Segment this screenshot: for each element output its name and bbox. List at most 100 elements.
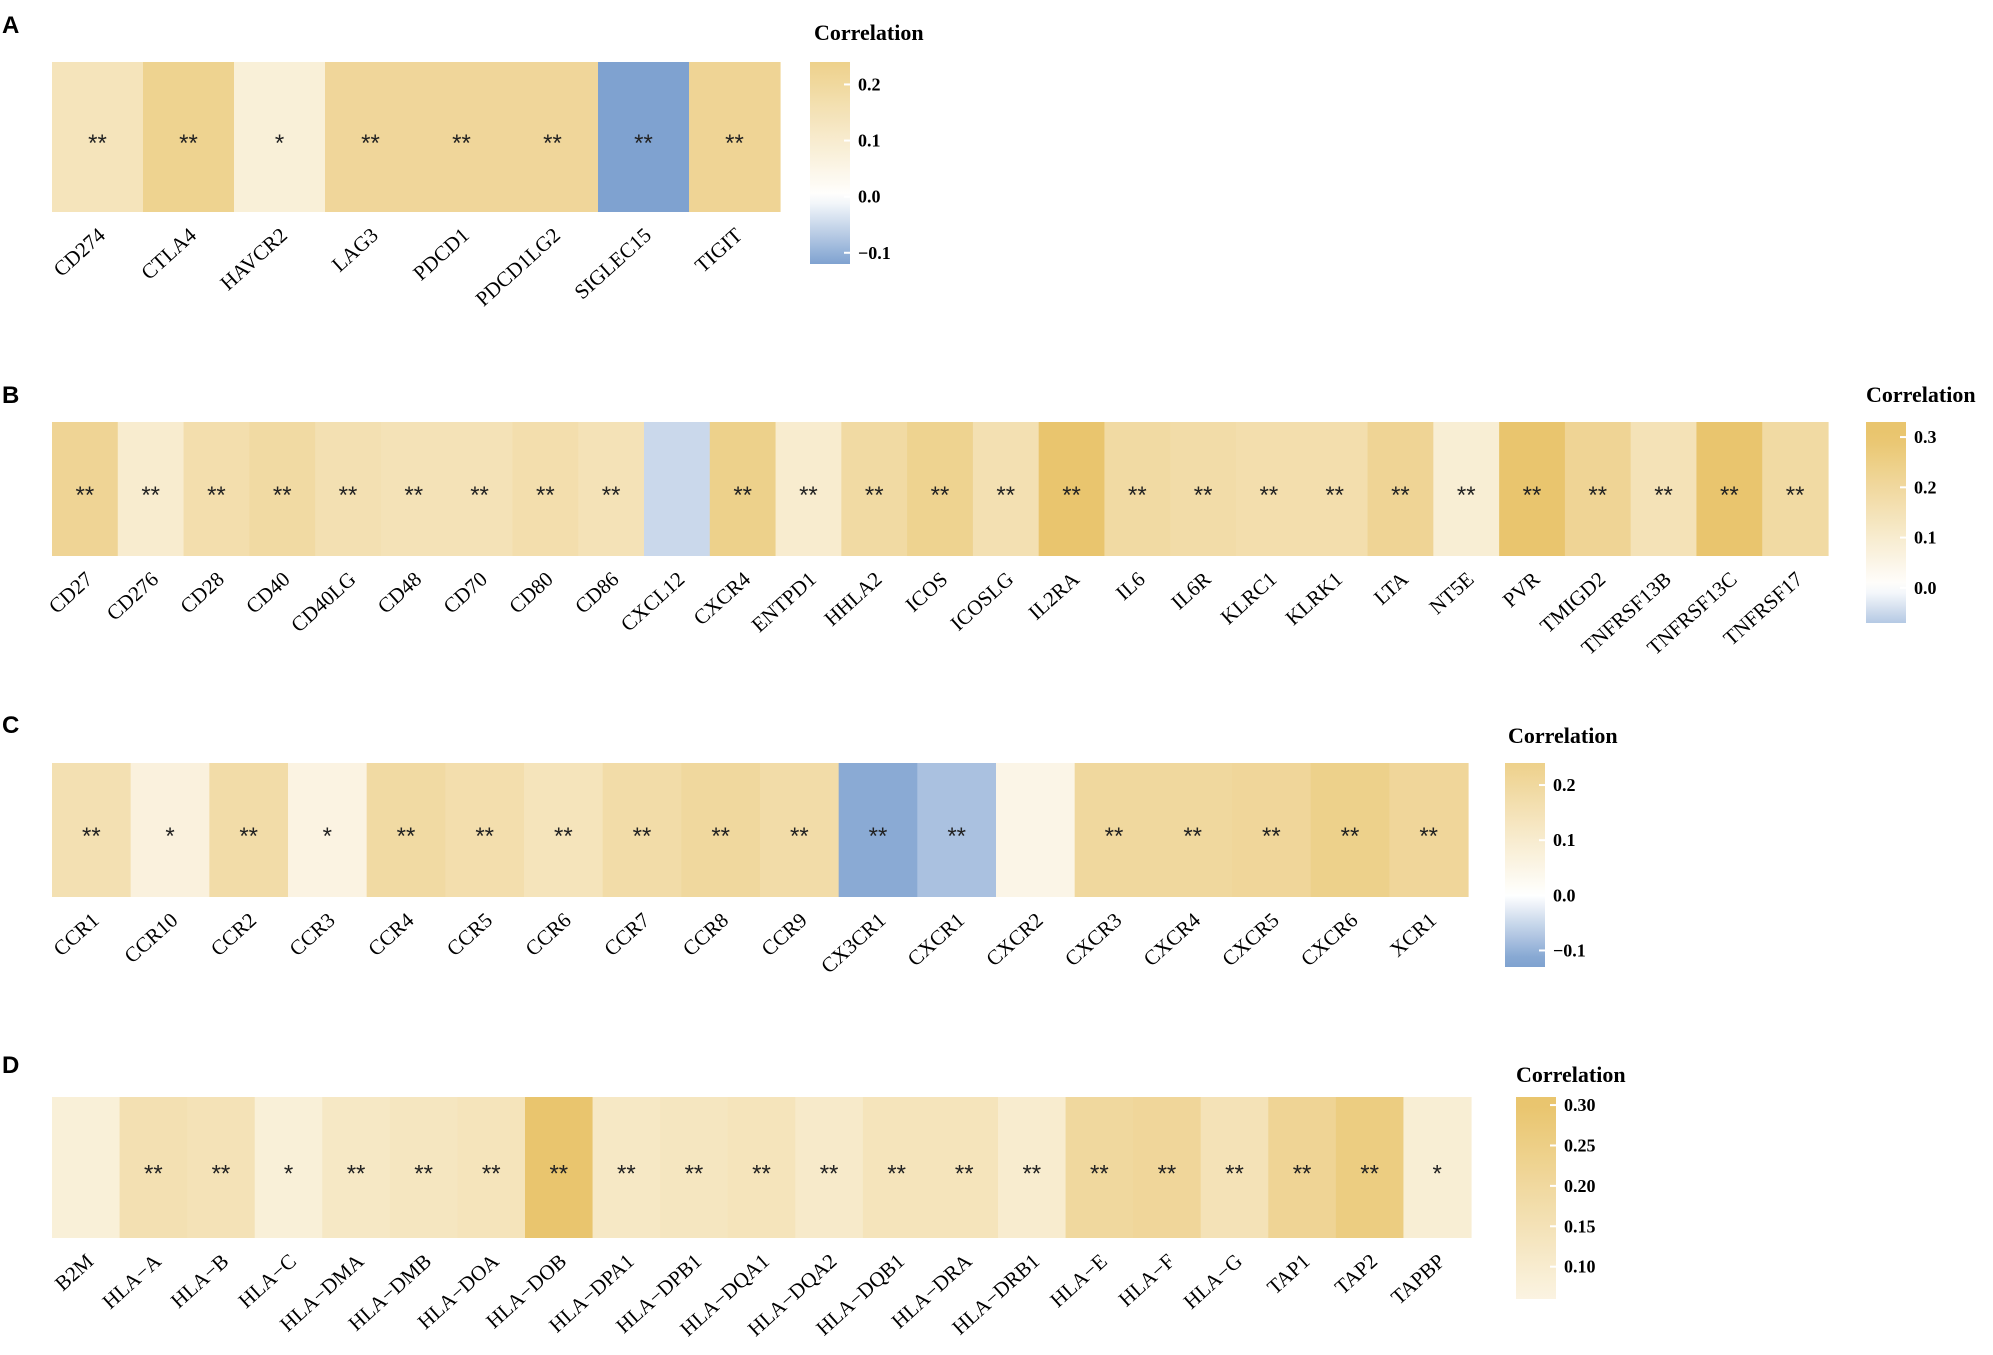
panel-b-cell-cxcr4 xyxy=(709,422,777,556)
panel-b-legend-colorbar xyxy=(1866,422,1906,623)
panel-a-legend-tick-label: −0.1 xyxy=(858,243,891,263)
panel-c-cell-ccr6 xyxy=(524,763,604,897)
panel-b-significance-cd40: ** xyxy=(273,482,292,509)
panel-d-significance-hla-g: ** xyxy=(1225,1161,1244,1188)
panel-b-axis-label-klrk1: KLRK1 xyxy=(1281,567,1347,630)
panel-b-cell-tnfrsf17 xyxy=(1762,422,1829,556)
panel-c-cell-ccr5 xyxy=(445,763,525,897)
panel-b-significance-tnfrsf13b: ** xyxy=(1654,482,1673,509)
panel-d-letter: D xyxy=(2,1052,19,1079)
panel-c-significance-ccr2: ** xyxy=(239,823,258,850)
panel-a-legend-tick-label: 0.1 xyxy=(858,131,881,151)
panel-c-axis-label-ccr4: CCR4 xyxy=(363,908,418,961)
panel-c-axis-label-xcr1: XCR1 xyxy=(1385,908,1441,962)
panel-c-axis-label-cxcr5: CXCR5 xyxy=(1217,908,1283,971)
panel-d-significance-tap2: ** xyxy=(1360,1161,1379,1188)
panel-a-cell-pdcd1lg2 xyxy=(507,62,599,212)
panel-c-axis-label-ccr5: CCR5 xyxy=(442,908,497,961)
panel-c-legend-tick-label: −0.1 xyxy=(1553,940,1586,960)
panel-b-significance-lta: ** xyxy=(1391,482,1410,509)
panel-d-significance-hla-e: ** xyxy=(1090,1161,1109,1188)
panel-d-significance-hla-f: ** xyxy=(1158,1161,1177,1188)
panel-c-significance-cxcr1: ** xyxy=(947,823,966,850)
panel-b-significance-klrk1: ** xyxy=(1325,482,1344,509)
panel-d-axis-label-tapbp: TAPBP xyxy=(1386,1249,1449,1309)
panel-d-cell-hla-g xyxy=(1200,1097,1269,1238)
panel-d-cell-hla-dmb xyxy=(389,1097,459,1238)
panel-d-significance-hla-dma: ** xyxy=(347,1161,366,1188)
panel-d-cell-tap1 xyxy=(1268,1097,1337,1238)
panel-b-cell-pvr xyxy=(1499,422,1566,556)
panel-c-legend-tick-label: 0.1 xyxy=(1553,830,1576,850)
panel-c-cell-ccr4 xyxy=(366,763,446,897)
panel-b-cell-entpd1 xyxy=(775,422,842,556)
panel-b-significance-cxcr4: ** xyxy=(733,482,752,509)
panel-b-legend-title: Correlation xyxy=(1866,382,1976,407)
panel-b-significance-hhla2: ** xyxy=(865,482,884,509)
panel-b-significance-cd48: ** xyxy=(404,482,423,509)
panel-c-legend-tick-label: 0.2 xyxy=(1553,775,1576,795)
panel-b-axis-label-nt5e: NT5E xyxy=(1424,567,1478,619)
panel-c-significance-cx3cr1: ** xyxy=(869,823,888,850)
panel-b-significance-tnfrsf17: ** xyxy=(1786,482,1805,509)
panel-b-axis-label-il6r: IL6R xyxy=(1166,567,1215,614)
panel-d-legend-tick-label: 0.20 xyxy=(1564,1176,1596,1196)
panel-a-axis-label-siglec15: SIGLEC15 xyxy=(570,223,656,304)
panel-d-cell-b2m xyxy=(52,1097,121,1238)
panel-d-cell-tap2 xyxy=(1335,1097,1405,1238)
panel-b-significance-entpd1: ** xyxy=(799,482,818,509)
panel-c-axis-label-ccr3: CCR3 xyxy=(285,908,340,961)
panel-d-significance-hla-a: ** xyxy=(144,1161,163,1188)
panel-d-axis-label-hla-b: HLA−B xyxy=(166,1249,233,1313)
panel-d-cell-tapbp xyxy=(1403,1097,1472,1238)
panel-a-legend: Correlation 0.2 0.1 0.0 −0.1 xyxy=(810,20,924,264)
panel-b-cell-cd80 xyxy=(512,422,579,556)
panel-d-legend-colorbar xyxy=(1516,1097,1556,1299)
panel-b-significance-cd276: ** xyxy=(141,482,160,509)
panel-c-significance-ccr9: ** xyxy=(790,823,809,850)
panel-d-significance-hla-doa: ** xyxy=(482,1161,501,1188)
panel-a-heatmap: A ** ** * ** ** ** ** **CD274 CTLA4 HAVCR2 LAG3 PDC… xyxy=(2,12,924,311)
panel-b-significance-cd80: ** xyxy=(536,482,555,509)
panel-b-axis-label-cd80: CD80 xyxy=(504,567,557,618)
panel-b-axis-label-entpd1: ENTPD1 xyxy=(747,567,821,637)
panel-b-cell-tnfrsf13c xyxy=(1696,422,1763,556)
panel-d-axis-label-tap1: TAP1 xyxy=(1262,1249,1314,1299)
panel-b-axis-label-cd40: CD40 xyxy=(241,567,294,618)
panel-c-axis-label-ccr2: CCR2 xyxy=(206,908,261,961)
panel-c-legend-tick-label: 0.0 xyxy=(1553,885,1576,905)
panel-c-cell-ccr3 xyxy=(288,763,368,897)
panel-c-cell-ccr2 xyxy=(209,763,289,897)
panel-d-significance-hla-dmb: ** xyxy=(414,1161,433,1188)
panel-c-significance-cxcr5: ** xyxy=(1262,823,1281,850)
panel-a-significance-ctla4: ** xyxy=(179,130,198,157)
panel-b-significance-icoslg: ** xyxy=(996,482,1015,509)
panel-c-heatmap: C ** * ** * ** ** ** ** ** ** ** ** ** ** ** ** **CCR1 CC… xyxy=(2,712,1618,978)
panel-d-cell-hla-drb1 xyxy=(998,1097,1067,1238)
panel-b-axis-label-cxcr4: CXCR4 xyxy=(689,567,756,630)
panel-a-axis-label-pdcd1lg2: PDCD1LG2 xyxy=(471,223,565,311)
panel-b-axis-label-cd48: CD48 xyxy=(373,567,426,618)
panel-d-significance-tapbp: * xyxy=(1433,1161,1442,1188)
panel-b-significance-il6r: ** xyxy=(1194,482,1213,509)
panel-d-axis-label-hla-f: HLA−F xyxy=(1114,1249,1180,1311)
panel-b-cell-il6 xyxy=(1104,422,1171,556)
panel-c-significance-xcr1: ** xyxy=(1419,823,1438,850)
panel-d-cell-hla-dra xyxy=(930,1097,999,1238)
panel-b-cell-nt5e xyxy=(1433,422,1500,556)
panel-d-significance-hla-dra: ** xyxy=(955,1161,974,1188)
panel-b-axis-label-cd70: CD70 xyxy=(439,567,492,618)
panel-b-significance-il2ra: ** xyxy=(1062,482,1081,509)
panel-d-cell-hla-dma xyxy=(322,1097,391,1238)
panel-b-axis-label-icoslg: ICOSLG xyxy=(946,567,1018,636)
panel-a-significance-lag3: ** xyxy=(361,130,380,157)
panel-a-cell-siglec15 xyxy=(598,62,690,212)
panel-c-letter: C xyxy=(2,712,19,739)
panel-b-significance-cd27: ** xyxy=(76,482,95,509)
panel-c-cell-ccr7 xyxy=(602,763,682,897)
panel-a-legend-title: Correlation xyxy=(814,20,924,45)
panel-a-letter: A xyxy=(2,12,19,39)
panel-c-axis-label-ccr8: CCR8 xyxy=(678,908,733,961)
panel-b-cell-cd27 xyxy=(52,422,119,556)
panel-d-legend-tick-label: 0.10 xyxy=(1564,1257,1596,1277)
